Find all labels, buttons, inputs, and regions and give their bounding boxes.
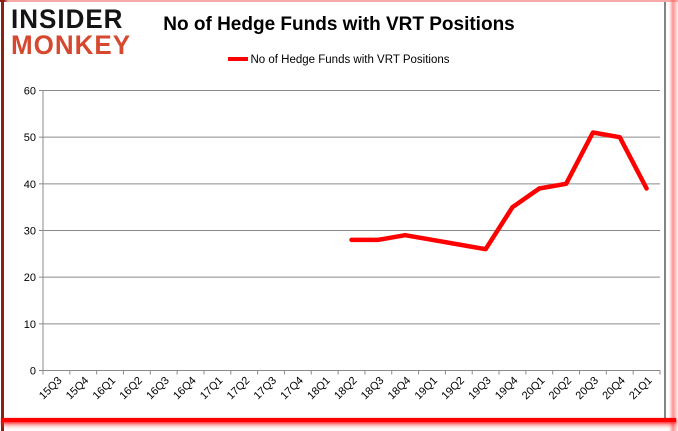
frame-right-edge [669,0,678,431]
x-tick-label: 15Q3 [37,375,65,403]
chart-legend: No of Hedge Funds with VRT Positions [0,54,678,66]
x-tick-label: 16Q3 [144,375,172,403]
x-tick-label: 17Q4 [278,375,306,403]
insider-monkey-logo: INSIDER MONKEY [11,2,132,61]
x-tick-label: 17Q1 [198,375,226,403]
y-tick-label: 0 [30,366,36,378]
x-tick-label: 20Q4 [600,375,628,403]
x-tick-label: 20Q1 [520,375,548,403]
x-tick-label: 21Q1 [627,375,655,403]
x-tick-label: 16Q4 [171,375,199,403]
logo-text-monkey: MONKEY [11,28,132,61]
x-tick-label: 18Q4 [386,375,414,403]
y-tick-label: 40 [24,179,36,191]
x-tick-label: 19Q2 [439,375,467,403]
x-tick-label: 19Q3 [466,375,494,403]
x-tick-label: 17Q3 [252,375,280,403]
x-tick-label: 16Q1 [91,375,119,403]
x-tick-label: 18Q1 [305,375,333,403]
x-tick-label: 19Q1 [413,375,441,403]
y-tick-label: 30 [24,226,36,238]
x-tick-label: 20Q2 [547,375,575,403]
legend-line-marker-icon [228,57,249,61]
logo-text-insider: INSIDER [11,2,124,35]
series-line [349,130,649,252]
y-tick-label: 20 [24,272,36,284]
chart-title: No of Hedge Funds with VRT Positions [163,14,515,35]
x-tick-label: 15Q4 [64,375,92,403]
x-tick-label: 18Q2 [332,375,360,403]
x-tick-label: 17Q2 [225,375,253,403]
y-tick-label: 10 [24,319,36,331]
x-tick-label: 20Q3 [574,375,602,403]
y-tick-label: 60 [24,86,36,98]
x-tick-label: 19Q4 [493,375,521,403]
frame-bottom-edge [2,418,676,422]
frame-left-edge [1,0,4,431]
legend-series-label: No of Hedge Funds with VRT Positions [250,54,450,66]
frame-top-edge [0,0,678,2]
x-tick-label: 16Q2 [117,375,145,403]
y-tick-label: 50 [24,132,36,144]
chart-right-border [664,0,666,418]
x-tick-label: 18Q3 [359,375,387,403]
